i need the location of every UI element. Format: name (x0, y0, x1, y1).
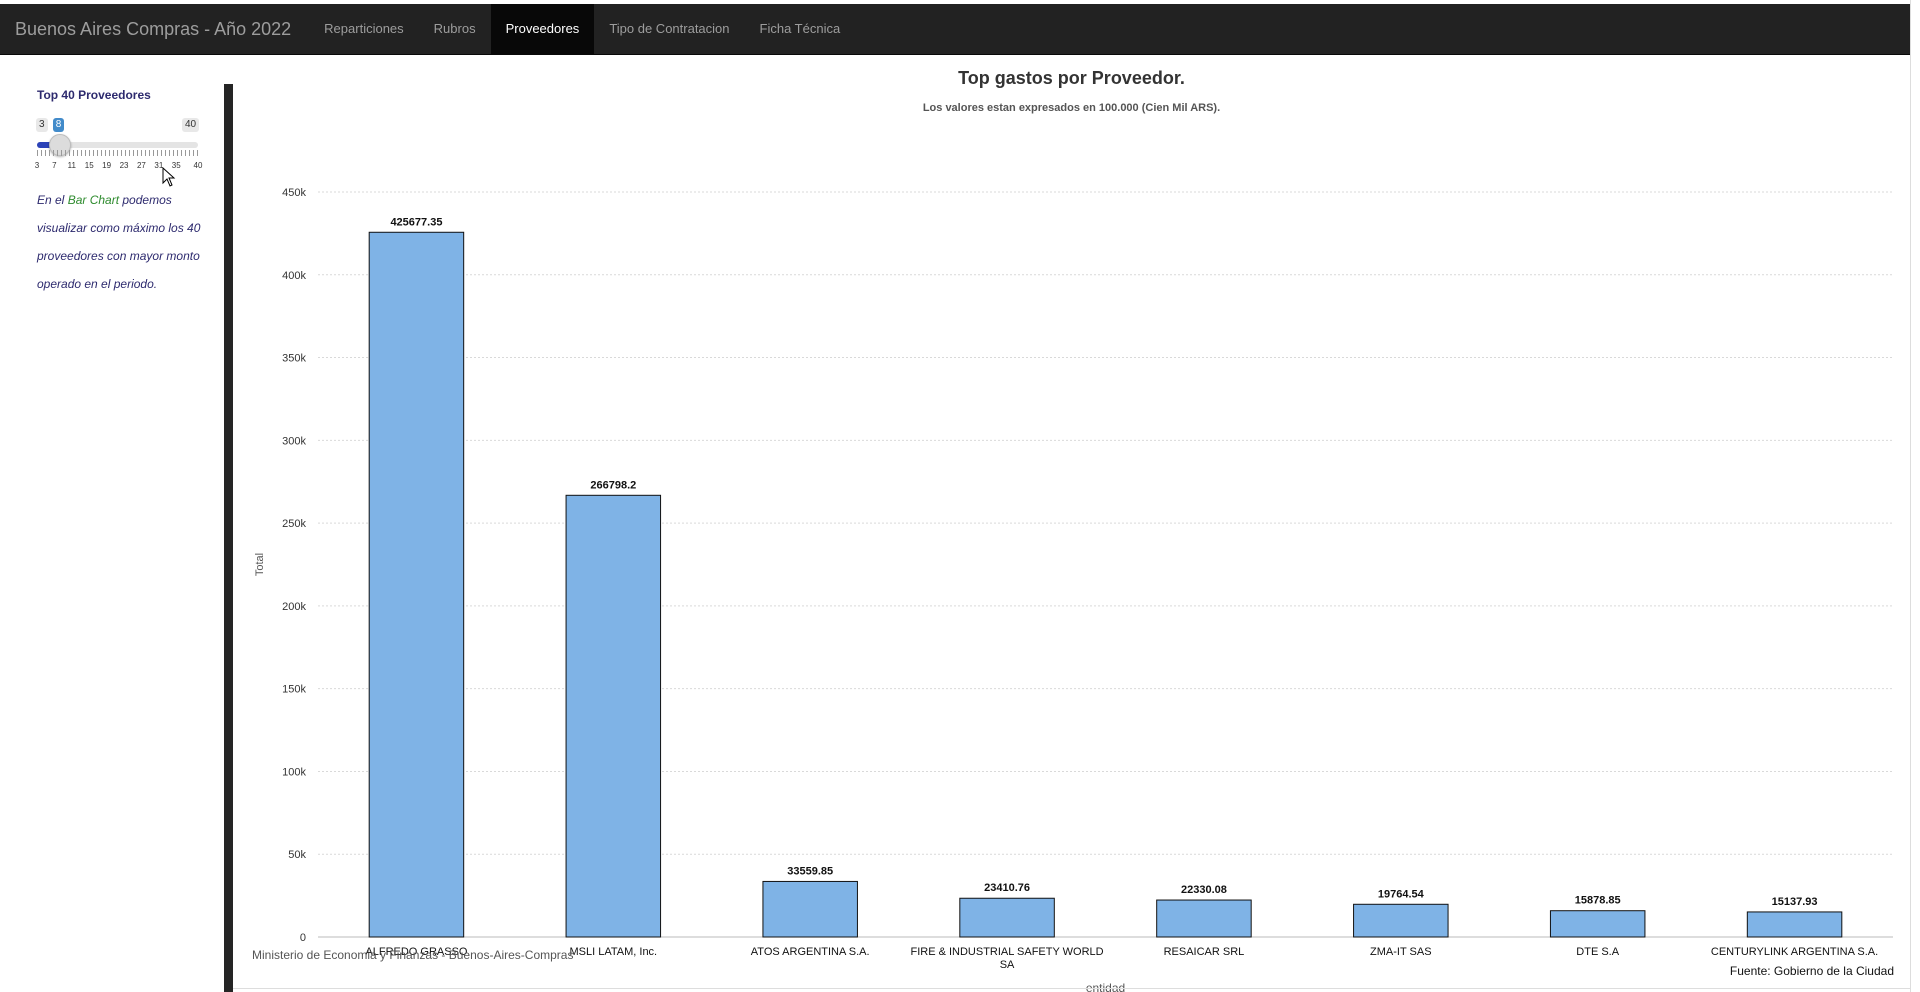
nav-item-tipo-contratacion[interactable]: Tipo de Contratacion (609, 21, 730, 36)
footer-fuente: Fuente: Gobierno de la Ciudad (1729, 964, 1894, 978)
nav-item-rubros[interactable]: Rubros (433, 21, 476, 36)
top-navbar: Buenos Aires Compras - Año 2022 Repartic… (0, 4, 1910, 55)
bar (1549, 910, 1646, 938)
x-axis-label: entidad (1086, 981, 1125, 992)
slider-track[interactable] (37, 142, 198, 148)
slider-max-label: 40 (182, 118, 200, 132)
slider-ticks (37, 150, 198, 156)
description-part1: En el (37, 193, 68, 207)
y-tick-label: 100k (282, 766, 306, 778)
x-tick-label: SA (1000, 959, 1015, 971)
bar-value-label: 266798.2 (590, 479, 636, 491)
x-tick-label: ATOS ARGENTINA S.A. (751, 946, 870, 958)
y-tick-label: 50k (288, 849, 306, 861)
x-tick-label: MSLI LATAM, Inc. (570, 946, 658, 958)
nav-item-proveedores[interactable]: Proveedores (490, 4, 595, 54)
x-tick-label: RESAICAR SRL (1164, 946, 1245, 958)
description-highlight: Bar Chart (67, 193, 120, 207)
x-tick-label: ZMA-IT SAS (1370, 946, 1432, 958)
bar (959, 897, 1055, 938)
nav-item-ficha-tecnica[interactable]: Ficha Técnica (759, 21, 841, 36)
bar (1156, 899, 1252, 938)
bar-value-label: 15137.93 (1772, 896, 1818, 908)
y-tick-label: 150k (282, 684, 306, 696)
bar (1746, 911, 1843, 938)
bar-value-label: 33559.85 (787, 865, 833, 877)
y-tick-label: 400k (282, 270, 306, 282)
sidebar-description: En el Bar Chart podemos visualizar como … (37, 186, 217, 298)
bar-value-label: 425677.35 (390, 216, 442, 228)
footer-ministerio: Ministerio de Economia y Finanzas - Buen… (252, 948, 574, 962)
page-right-border (1910, 0, 1911, 992)
bar (368, 231, 465, 938)
bar-value-label: 15878.85 (1575, 895, 1621, 907)
description-part2: podemos visualizar como máximo los 40 pr… (37, 193, 201, 291)
slider-tick-label: 7 (52, 161, 57, 170)
bar-value-label: 23410.76 (984, 882, 1030, 894)
slider-tick-label: 31 (154, 161, 164, 170)
y-tick-label: 300k (282, 435, 306, 447)
slider-tick-label: 27 (136, 161, 146, 170)
bar-value-label: 22330.08 (1181, 884, 1227, 896)
slider-fill (37, 142, 59, 148)
y-tick-label: 200k (282, 601, 306, 613)
bar (1353, 903, 1449, 938)
chart-subtitle: Los valores estan expresados en 100.000 … (922, 102, 1221, 114)
chart-container: Top gastos por Proveedor. Los valores es… (233, 56, 1910, 992)
bar (762, 880, 858, 938)
slider-tick-label: 15 (84, 161, 94, 170)
y-tick-label: 450k (282, 187, 306, 199)
chart-title: Top gastos por Proveedor. (958, 68, 1185, 88)
slider-value-label: 8 (52, 118, 65, 132)
x-tick-label: FIRE & INDUSTRIAL SAFETY WORLD (910, 946, 1103, 958)
x-tick-label: ALFREDO GRASSO (365, 946, 468, 958)
slider-tick-label: 35 (171, 161, 181, 170)
slider-tick-label: 19 (102, 161, 112, 170)
mouse-pointer-icon (162, 167, 176, 187)
y-tick-label: 250k (282, 518, 306, 530)
y-tick-label: 350k (282, 353, 306, 365)
bar-chart: 0 50k 100k 150k 200k 250k 300k 350k 400k 450k Tota… (254, 187, 1893, 992)
slider-tick-label: 3 (34, 161, 40, 170)
slider-tick-label: 23 (119, 161, 129, 170)
slider-tick-label: 40 (193, 161, 203, 170)
slider-title: Top 40 Proveedores (37, 88, 151, 102)
x-tick-label: CENTURYLINK ARGENTINA S.A. (1711, 946, 1878, 958)
sidebar-divider (224, 84, 233, 992)
navbar-brand[interactable]: Buenos Aires Compras - Año 2022 (15, 19, 292, 39)
bar-value-label: 19764.54 (1378, 888, 1425, 900)
x-tick-label: DTE S.A (1576, 946, 1619, 958)
slider-tick-label: 11 (67, 161, 76, 170)
slider-tick-labels: 3 7 11 15 19 23 27 31 35 40 (34, 161, 203, 173)
slider-min-label: 3 (36, 118, 48, 132)
bar (565, 494, 662, 938)
page-bottom-border (233, 988, 1910, 989)
y-axis-label: Total (254, 553, 266, 576)
y-tick-label: 0 (300, 932, 306, 944)
nav-item-reparticiones[interactable]: Reparticiones (324, 21, 404, 36)
sidebar-panel (0, 84, 224, 992)
